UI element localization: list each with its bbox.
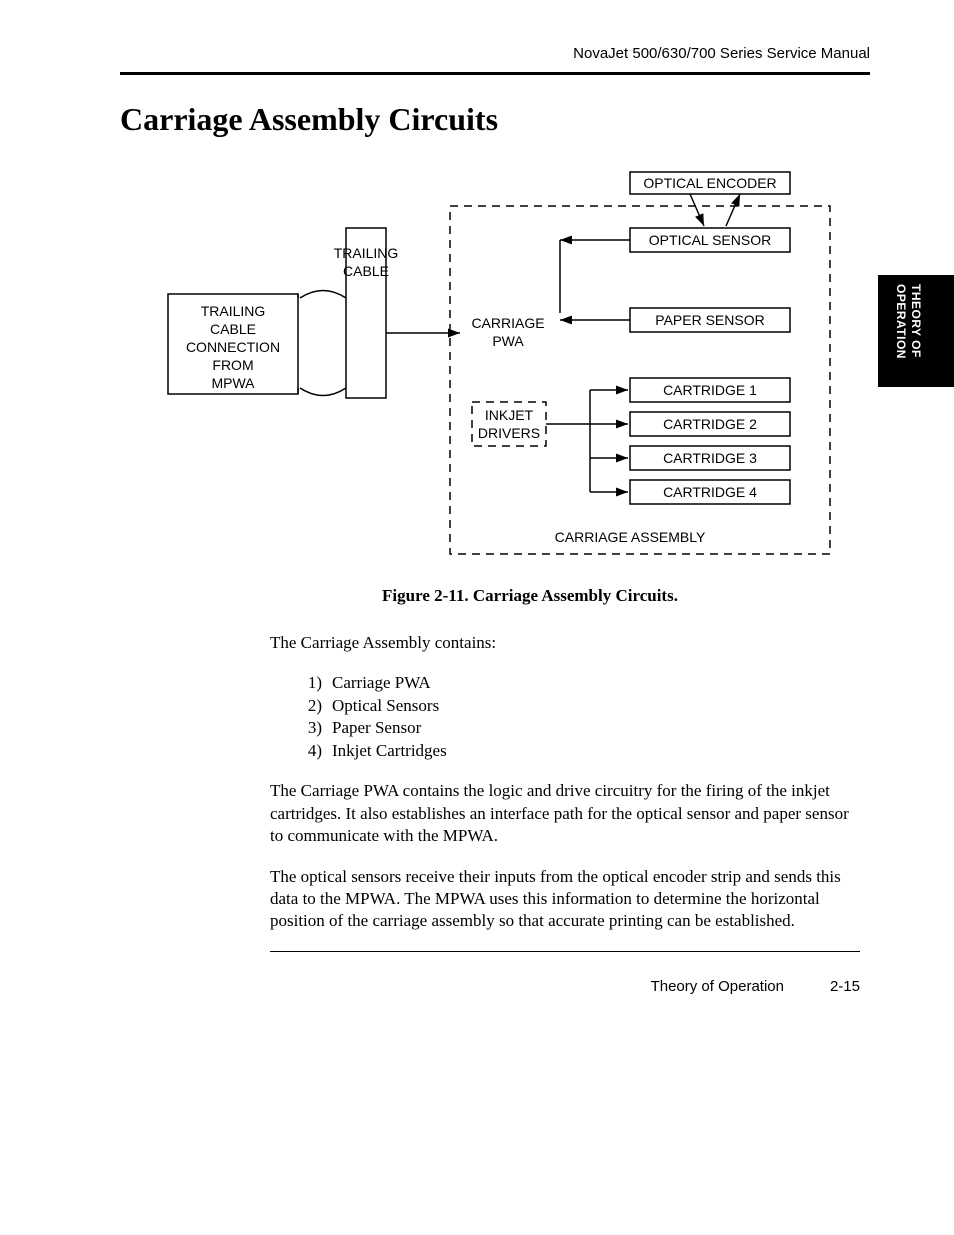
header-rule: [120, 72, 870, 75]
svg-text:PWA: PWA: [492, 333, 524, 349]
paragraph: The Carriage PWA contains the logic and …: [270, 780, 860, 847]
footer-section: Theory of Operation: [651, 978, 784, 995]
svg-text:CARRIAGE: CARRIAGE: [471, 315, 544, 331]
figure-caption: Figure 2-11. Carriage Assembly Circuits.: [270, 586, 790, 606]
paragraph: The optical sensors receive their inputs…: [270, 866, 860, 933]
svg-text:CARTRIDGE 4: CARTRIDGE 4: [663, 484, 757, 500]
footer-rule: [270, 951, 860, 952]
footer-page-number: 2-15: [830, 978, 860, 995]
list-item: Carriage PWA: [332, 672, 431, 694]
page-footer: Theory of Operation 2-15: [270, 978, 860, 995]
page-title: Carriage Assembly Circuits: [120, 101, 870, 138]
svg-text:TRAILING: TRAILING: [334, 245, 399, 261]
list-item: Optical Sensors: [332, 695, 439, 717]
svg-text:CONNECTION: CONNECTION: [186, 339, 280, 355]
section-tab-line1: THEORY OF: [909, 284, 923, 358]
svg-text:OPTICAL ENCODER: OPTICAL ENCODER: [643, 175, 776, 191]
intro-line: The Carriage Assembly contains:: [270, 632, 860, 654]
svg-text:TRAILING: TRAILING: [201, 303, 266, 319]
body-text: The Carriage Assembly contains: 1) Carria…: [270, 632, 860, 933]
section-tab-line2: OPERATION: [894, 284, 908, 359]
list-item: Inkjet Cartridges: [332, 740, 447, 762]
svg-text:CARRIAGE ASSEMBLY: CARRIAGE ASSEMBLY: [555, 529, 706, 545]
svg-text:OPTICAL SENSOR: OPTICAL SENSOR: [649, 232, 771, 248]
svg-text:CARTRIDGE 2: CARTRIDGE 2: [663, 416, 757, 432]
svg-text:CABLE: CABLE: [210, 321, 256, 337]
running-head: NovaJet 500/630/700 Series Service Manua…: [120, 45, 870, 62]
carriage-assembly-diagram: OPTICAL ENCODER TRAILING CABLE CONNECTIO…: [160, 168, 840, 568]
svg-text:DRIVERS: DRIVERS: [478, 425, 540, 441]
svg-text:MPWA: MPWA: [211, 375, 255, 391]
svg-text:INKJET: INKJET: [485, 407, 534, 423]
svg-text:CARTRIDGE 3: CARTRIDGE 3: [663, 450, 757, 466]
svg-text:CARTRIDGE 1: CARTRIDGE 1: [663, 382, 757, 398]
svg-text:PAPER SENSOR: PAPER SENSOR: [655, 312, 764, 328]
section-tab: THEORY OF OPERATION: [878, 275, 954, 387]
list-item: Paper Sensor: [332, 717, 421, 739]
svg-text:FROM: FROM: [212, 357, 253, 373]
list-num: 3): [298, 717, 322, 739]
list-num: 1): [298, 672, 322, 694]
contains-list: 1) Carriage PWA 2) Optical Sensors 3) Paper…: [298, 672, 860, 762]
svg-text:CABLE: CABLE: [343, 263, 389, 279]
list-num: 2): [298, 695, 322, 717]
list-num: 4): [298, 740, 322, 762]
